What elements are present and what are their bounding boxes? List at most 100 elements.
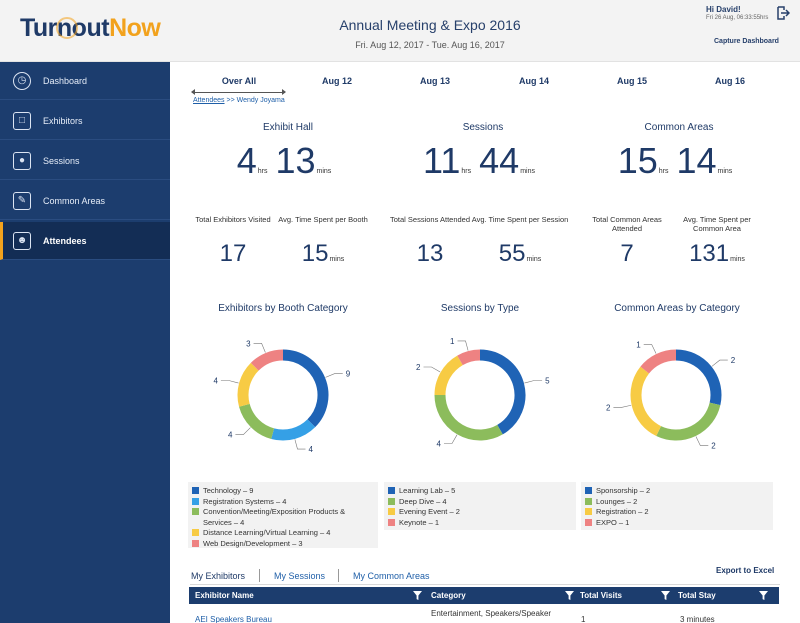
column-header-category[interactable]: Category: [431, 591, 466, 600]
column-header-exhibitor-name[interactable]: Exhibitor Name: [195, 591, 254, 600]
tab-aug-13[interactable]: Aug 13: [419, 76, 450, 86]
tab-aug-14[interactable]: Aug 14: [518, 76, 549, 86]
tab-divider: [190, 584, 780, 585]
donut-value-label: 2: [731, 356, 736, 365]
column-header-total-visits[interactable]: Total Visits: [580, 591, 622, 600]
sessions-donut-chart: 5 4 2 1: [416, 337, 550, 449]
label-leader-line: [423, 366, 441, 373]
event-dates: Fri. Aug 12, 2017 - Tue. Aug 16, 2017: [355, 40, 505, 50]
legend-swatch: [585, 497, 592, 505]
total-sessions-attended-label: Total Sessions Attended: [389, 215, 471, 224]
common-areas-icon: ✎: [13, 191, 31, 210]
legend-swatch: [585, 518, 592, 526]
label-leader-line: [444, 434, 458, 444]
avg-time-per-booth-label: Avg. Time Spent per Booth: [278, 215, 368, 224]
donut-slice-distance-learning-virtual-learning[interactable]: [237, 362, 259, 407]
mins-unit: mins: [717, 168, 733, 175]
breadcrumb-attendees-link[interactable]: Attendees: [193, 97, 225, 104]
exhibitors-chart-title: Exhibitors by Booth Category: [218, 303, 348, 314]
sidebar-item-exhibitors[interactable]: □ Exhibitors: [0, 102, 170, 140]
exhibitor-name-link[interactable]: AEI Speakers Bureau: [195, 615, 272, 623]
breadcrumb-separator: >>: [226, 97, 235, 104]
legend-swatch: [192, 508, 199, 515]
total-exhibitors-visited-value: 17: [219, 240, 247, 267]
total-common-areas-attended-value: 7: [620, 240, 634, 267]
exhibitors-legend: Technology – 9 Registration Systems – 4 …: [188, 482, 378, 548]
sidebar-item-label: Sessions: [43, 155, 80, 166]
legend-swatch: [192, 497, 199, 505]
export-to-excel-link[interactable]: Export to Excel: [716, 566, 775, 575]
label-leader-line: [220, 380, 239, 384]
logo-text-part2: Now: [109, 14, 161, 42]
legend-label: Sponsorship – 2: [596, 486, 651, 495]
common-areas-total-time: 15hrs 14mins: [579, 140, 779, 184]
logout-icon[interactable]: [776, 6, 790, 20]
sessions-legend: Learning Lab – 5 Deep Dive – 4 Evening E…: [384, 482, 576, 530]
legend-label: Technology – 9: [203, 486, 254, 495]
sidebar-item-common-areas[interactable]: ✎ Common Areas: [0, 182, 170, 220]
filter-icon[interactable]: [759, 591, 768, 600]
legend-swatch: [585, 487, 592, 494]
donut-slice-deep-dive[interactable]: [434, 394, 503, 441]
tab-my-exhibitors[interactable]: My Exhibitors: [191, 571, 246, 581]
tab-aug-16[interactable]: Aug 16: [714, 76, 745, 86]
donut-slice-technology[interactable]: [282, 349, 329, 428]
legend-label: EXPO – 1: [596, 517, 630, 527]
legend-item: Keynote – 1: [388, 518, 576, 529]
tab-over-all[interactable]: Over All: [221, 76, 257, 86]
label-leader-line: [524, 380, 543, 384]
label-leader-line: [613, 404, 632, 408]
legend-label: Keynote – 1: [399, 517, 440, 527]
mins-unit: mins: [520, 168, 535, 175]
mins-unit: mins: [730, 256, 745, 263]
tab-aug-12[interactable]: Aug 12: [321, 76, 352, 86]
turnoutnow-logo[interactable]: TurnoutNow: [20, 14, 161, 43]
label-leader-line: [325, 373, 343, 378]
tab-my-sessions[interactable]: My Sessions: [274, 571, 326, 581]
donut-slice-evening-event[interactable]: [434, 355, 464, 396]
legend-label: Evening Event – 2: [399, 507, 460, 516]
legend-swatch: [192, 529, 199, 536]
legend-label: Distance Learning/Virtual Learning – 4: [203, 528, 331, 537]
donut-slice-convention-meeting-exposition-products-services[interactable]: [239, 403, 275, 439]
label-leader-line: [294, 439, 306, 450]
capture-dashboard-link[interactable]: Capture Dashboard: [714, 38, 779, 45]
donut-value-label: 3: [246, 339, 251, 348]
avg-time-per-common-area-label: Avg. Time Spent per Common Area: [683, 215, 751, 233]
filter-icon[interactable]: [661, 591, 670, 600]
tab-my-common-areas[interactable]: My Common Areas: [353, 571, 430, 581]
sidebar-item-dashboard[interactable]: ◷ Dashboard: [0, 62, 170, 100]
legend-swatch: [388, 508, 395, 515]
donut-slice-keynote[interactable]: [457, 349, 481, 366]
sidebar-item-sessions[interactable]: ● Sessions: [0, 142, 170, 180]
sidebar-item-label: Attendees: [43, 235, 87, 246]
avg-time-value: 55: [498, 240, 526, 267]
legend-label: Web Design/Development – 3: [203, 538, 303, 548]
filter-icon[interactable]: [413, 591, 422, 600]
donut-slice-registration[interactable]: [630, 366, 662, 436]
avg-time-per-session: 55mins: [470, 240, 570, 268]
tab-aug-15[interactable]: Aug 15: [616, 76, 647, 86]
event-title: Annual Meeting & Expo 2016: [339, 17, 521, 33]
tab-separator: [338, 569, 339, 582]
exhibitors-donut-chart: 9 4 4 4 3: [213, 339, 350, 454]
donut-slice-web-design-development[interactable]: [250, 349, 284, 371]
hrs-unit: hrs: [461, 168, 472, 175]
avg-time-per-booth: 15mins: [273, 240, 373, 268]
breadcrumb-current: Wendy Joyama: [236, 97, 285, 104]
filter-icon[interactable]: [565, 591, 574, 600]
donut-slice-learning-lab[interactable]: [479, 349, 526, 435]
sidebar-item-attendees[interactable]: ☻ Attendees: [0, 222, 170, 260]
mins-unit: mins: [316, 168, 332, 175]
donut-slice-expo[interactable]: [640, 349, 677, 374]
sidebar: ◷ Dashboard □ Exhibitors ● Sessions ✎ Co…: [0, 62, 170, 623]
donut-slice-lounges[interactable]: [656, 402, 721, 441]
donut-slice-sponsorship[interactable]: [675, 349, 722, 406]
legend-swatch: [585, 508, 592, 515]
column-header-total-stay[interactable]: Total Stay: [678, 591, 716, 600]
legend-label: Registration – 2: [596, 507, 649, 516]
donut-value-label: 2: [416, 363, 421, 372]
donut-value-label: 1: [636, 341, 641, 350]
sidebar-item-label: Dashboard: [43, 75, 88, 86]
donut-slice-registration-systems[interactable]: [271, 419, 316, 441]
